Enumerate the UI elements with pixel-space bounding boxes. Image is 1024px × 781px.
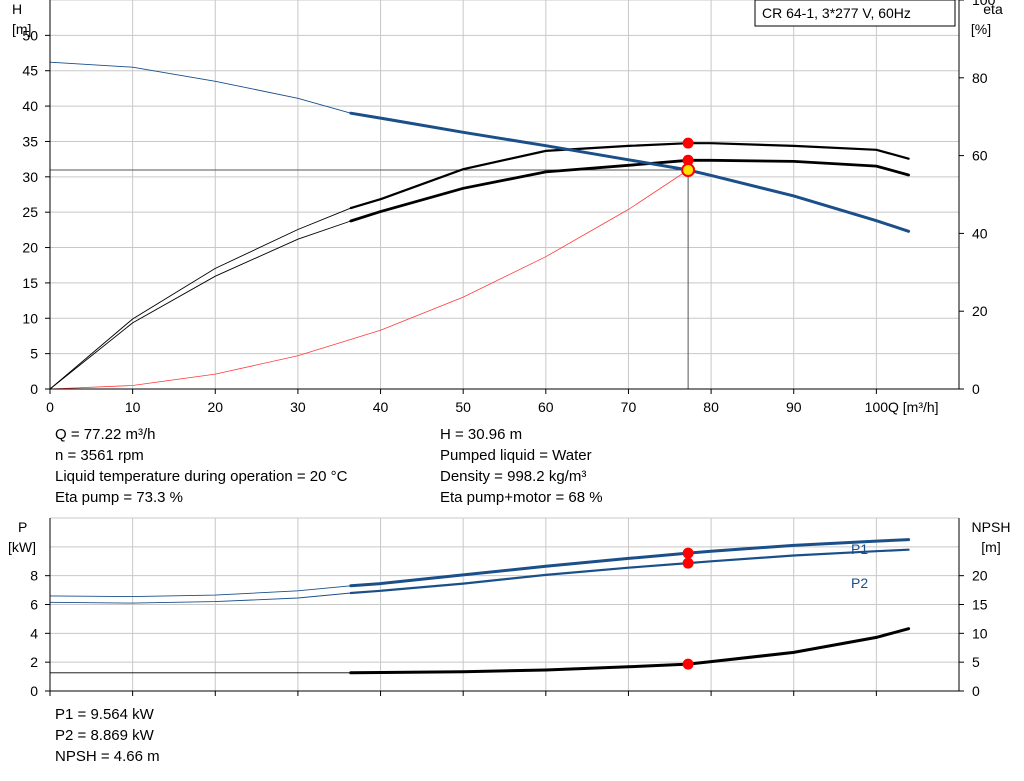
x-tick-label: 30 xyxy=(290,399,306,415)
y-left-tick-label: 25 xyxy=(22,204,38,220)
top-y-label-left: H xyxy=(12,1,22,17)
npsh-marker xyxy=(682,658,694,670)
y-left-tick-label: 15 xyxy=(22,275,38,291)
x-tick-label: 80 xyxy=(703,399,719,415)
top-plot-area xyxy=(50,0,959,389)
p1-readout: P1 = 9.564 kW xyxy=(55,706,154,723)
y-right-tick-label: 0 xyxy=(972,381,980,397)
x-tick-label: 50 xyxy=(455,399,471,415)
top-y-label-right: eta xyxy=(983,1,1003,17)
y-left-tick-label: 30 xyxy=(22,169,38,185)
y-left-tick-label: 0 xyxy=(30,381,38,397)
eta-pump-extension xyxy=(49,207,351,390)
eta-pump-motor-curve xyxy=(349,158,910,223)
p1-marker xyxy=(682,547,694,559)
p2-extension xyxy=(49,592,351,604)
p2-readout: P2 = 8.869 kW xyxy=(55,727,154,744)
legend-frame xyxy=(754,0,956,27)
series-label-p2: P2 xyxy=(851,575,868,591)
eta-pump-marker xyxy=(682,137,694,149)
y-right-tick-label: 40 xyxy=(972,225,988,241)
legend-title: CR 64-1, 3*277 V, 60Hz xyxy=(762,5,911,21)
eta-pump-motor-extension xyxy=(49,220,351,390)
p2-marker xyxy=(682,557,694,569)
head-efficiency-chart: 0 10 20 30 40 50 60 70 80 90 100 0 5 10 15 20 25 30 35 40 45… xyxy=(12,0,1003,415)
bottom-y-left-tick-label: 4 xyxy=(30,625,38,641)
operating-info-right: H = 30.96 m Pumped liquid = Water Densit… xyxy=(440,424,603,508)
system-curve xyxy=(49,169,689,390)
p1-extension xyxy=(49,585,351,598)
bottom-y-right-tick-label: 10 xyxy=(972,625,988,641)
npsh-curve xyxy=(349,627,911,675)
top-y-unit-left: [m] xyxy=(12,21,31,37)
bottom-y-label-right: NPSH xyxy=(972,519,1011,535)
bottom-y-label-left: P xyxy=(18,519,27,535)
x-tick-label: 70 xyxy=(621,399,637,415)
x-tick-label: 100 xyxy=(865,399,889,415)
bottom-y-right-tick-label: 5 xyxy=(972,654,980,670)
p1-curve xyxy=(349,538,911,588)
speed-readout: n = 3561 rpm xyxy=(55,447,144,464)
head-readout: H = 30.96 m xyxy=(440,426,523,443)
eta-pump-motor-readout: Eta pump+motor = 68 % xyxy=(440,489,603,506)
head-extension xyxy=(49,61,351,114)
density-readout: Density = 998.2 kg/m³ xyxy=(440,468,587,485)
y-right-tick-label: 80 xyxy=(972,70,988,86)
top-y-unit-right: [%] xyxy=(971,21,991,37)
eta-pump-motor-marker xyxy=(682,154,694,166)
legend-box: CR 64-1, 3*277 V, 60Hz xyxy=(754,0,956,27)
y-right-tick-label: 60 xyxy=(972,148,988,164)
y-left-tick-label: 35 xyxy=(22,133,38,149)
x-tick-label: 10 xyxy=(125,399,141,415)
bottom-y-left-tick-label: 2 xyxy=(30,654,38,670)
bottom-y-left-tick-label: 8 xyxy=(30,568,38,584)
p2-curve xyxy=(349,548,910,595)
x-tick-label: 20 xyxy=(207,399,223,415)
bottom-y-left-tick-label: 6 xyxy=(30,597,38,613)
liquid-temperature-readout: Liquid temperature during operation = 20… xyxy=(55,468,348,485)
duty-point-marker xyxy=(681,163,696,178)
bottom-ticks: 0 2 4 6 8 0 5 10 15 20 xyxy=(30,568,988,699)
y-left-tick-label: 5 xyxy=(30,346,38,362)
operating-info-left: Q = 77.22 m³/h n = 3561 rpm Liquid tempe… xyxy=(55,424,347,508)
y-left-tick-label: 50 xyxy=(22,27,38,43)
pumped-liquid-readout: Pumped liquid = Water xyxy=(440,447,592,464)
top-ticks: 0 10 20 30 40 50 60 70 80 90 100 0 5 10 15 20 25 30 35 40 45… xyxy=(22,0,996,415)
eta-pump-readout: Eta pump = 73.3 % xyxy=(55,489,183,506)
y-left-tick-label: 10 xyxy=(22,310,38,326)
head-curve xyxy=(349,111,911,233)
top-x-label: Q [m³/h] xyxy=(888,399,939,415)
y-right-tick-label: 100 xyxy=(972,0,996,8)
eta-pump-curve xyxy=(349,142,910,210)
bottom-curves xyxy=(49,538,911,675)
flow-readout: Q = 77.22 m³/h xyxy=(55,426,156,443)
x-tick-label: 60 xyxy=(538,399,554,415)
npsh-readout: NPSH = 4.66 m xyxy=(55,748,160,765)
x-tick-label: 0 xyxy=(46,399,54,415)
power-npsh-chart: 0 2 4 6 8 0 5 10 15 20 P [kW] NPSH [m] P1 P2 xyxy=(8,517,1011,699)
y-left-tick-label: 40 xyxy=(22,98,38,114)
bottom-y-right-tick-label: 0 xyxy=(972,683,980,699)
bottom-y-right-tick-label: 20 xyxy=(972,568,988,584)
y-right-tick-label: 20 xyxy=(972,303,988,319)
y-left-tick-label: 20 xyxy=(22,240,38,256)
power-info: P1 = 9.564 kW P2 = 8.869 kW NPSH = 4.66 … xyxy=(55,704,160,767)
bottom-y-unit-right: [m] xyxy=(981,539,1000,555)
x-tick-label: 40 xyxy=(373,399,389,415)
bottom-y-unit-left: [kW] xyxy=(8,539,36,555)
series-label-p1: P1 xyxy=(851,541,868,557)
x-tick-label: 90 xyxy=(786,399,802,415)
bottom-y-left-tick-label: 0 xyxy=(30,683,38,699)
top-curves xyxy=(49,61,911,390)
bottom-y-right-tick-label: 15 xyxy=(972,597,988,613)
y-left-tick-label: 45 xyxy=(22,63,38,79)
